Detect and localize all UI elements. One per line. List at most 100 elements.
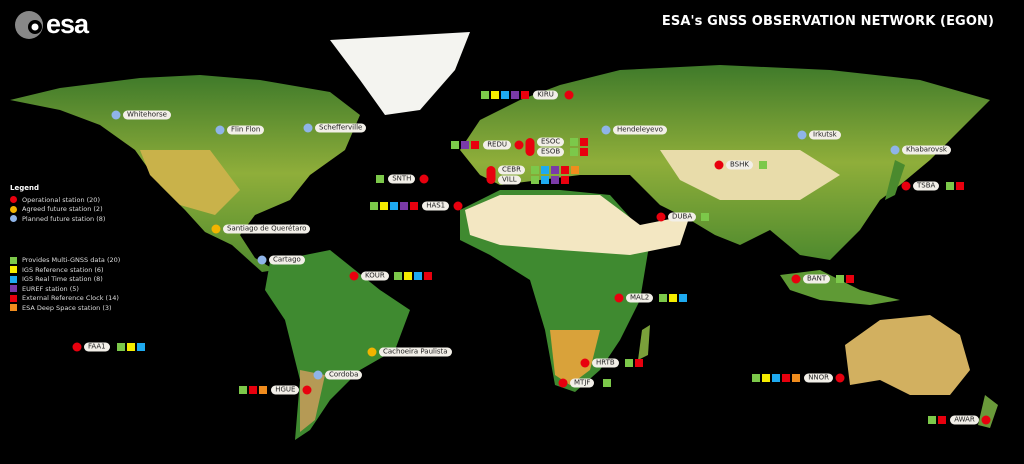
clock-service-square-icon bbox=[410, 202, 419, 210]
station-label-bant[interactable]: BANT bbox=[803, 274, 831, 284]
clock-service-square-icon bbox=[471, 141, 480, 149]
operational-station-dot-icon[interactable] bbox=[580, 358, 590, 368]
igsrt-service-square-icon bbox=[772, 374, 781, 382]
planned-station-dot-icon[interactable] bbox=[797, 130, 807, 140]
station-label-redu[interactable]: REDU bbox=[483, 140, 511, 150]
operational-station-dot-icon[interactable] bbox=[835, 373, 845, 383]
station-label-esoc[interactable]: ESOC bbox=[537, 137, 565, 147]
station-label-kour[interactable]: KOUR bbox=[361, 271, 389, 281]
operational-station-dot-icon[interactable] bbox=[349, 271, 359, 281]
legend-item-mgnss: Provides Multi-GNSS data (20) bbox=[10, 256, 120, 266]
planned-station-dot-icon[interactable] bbox=[313, 370, 323, 380]
station-label-cebr[interactable]: CEBR bbox=[498, 165, 525, 175]
operational-station-dot-icon[interactable] bbox=[453, 201, 463, 211]
operational-dot-icon bbox=[10, 196, 17, 204]
esa-logo: esa bbox=[14, 9, 89, 40]
mgnss-service-square-icon bbox=[752, 374, 761, 382]
mgnss-service-square-icon bbox=[451, 141, 460, 149]
operational-station-dot-icon[interactable] bbox=[564, 90, 574, 100]
station-label-irkutsk[interactable]: Irkutsk bbox=[809, 130, 841, 140]
station-label-santiago-de-quer-taro[interactable]: Santiago de Querétaro bbox=[223, 224, 311, 234]
station-label-hendeleyevo[interactable]: Hendeleyevo bbox=[613, 125, 667, 135]
planned-station-dot-icon[interactable] bbox=[601, 125, 611, 135]
esa-globe-icon bbox=[15, 10, 43, 39]
igs-service-square-icon bbox=[668, 294, 677, 302]
operational-station-dot-icon[interactable] bbox=[714, 160, 724, 170]
deep-service-square-icon bbox=[259, 386, 268, 394]
station-label-schefferville[interactable]: Schefferville bbox=[315, 123, 367, 133]
igsrt-service-square-icon bbox=[678, 294, 687, 302]
legend-label: EUREF station (5) bbox=[22, 284, 79, 293]
station-label-cartago[interactable]: Cartago bbox=[269, 255, 305, 265]
operational-station-dot-icon[interactable] bbox=[302, 385, 312, 395]
sahara bbox=[465, 195, 690, 255]
agreed-station-dot-icon[interactable] bbox=[367, 347, 377, 357]
station-label-mtjf[interactable]: MTJF bbox=[570, 378, 595, 388]
operational-station-dot-icon[interactable] bbox=[656, 212, 666, 222]
station-label-cachoeira-paulista[interactable]: Cachoeira Paulista bbox=[379, 347, 452, 357]
legend-item-euref: EUREF station (5) bbox=[10, 284, 120, 294]
operational-station-dot-icon[interactable] bbox=[558, 378, 568, 388]
euref-service-square-icon bbox=[550, 166, 559, 174]
planned-station-dot-icon[interactable] bbox=[257, 255, 267, 265]
legend-label: ESA Deep Space station (3) bbox=[22, 303, 112, 312]
station-label-hrtb[interactable]: HRTB bbox=[592, 358, 619, 368]
operational-station-dot-icon[interactable] bbox=[72, 342, 82, 352]
euref-service-square-icon bbox=[550, 176, 559, 184]
planned-dot-icon bbox=[10, 215, 17, 223]
clock-square-icon bbox=[10, 294, 17, 302]
station-label-cordoba[interactable]: Cordoba bbox=[325, 370, 363, 380]
station-label-has1[interactable]: HAS1 bbox=[422, 201, 450, 211]
planned-station-dot-icon[interactable] bbox=[303, 123, 313, 133]
igs-service-square-icon bbox=[380, 202, 389, 210]
legend-item-igsrt: IGS Real Time station (8) bbox=[10, 275, 120, 285]
legend-label: Agreed future station (2) bbox=[22, 205, 103, 214]
station-label-awar[interactable]: AWAR bbox=[950, 415, 979, 425]
planned-station-dot-icon[interactable] bbox=[215, 125, 225, 135]
operational-station-dot-icon[interactable] bbox=[981, 415, 991, 425]
mgnss-service-square-icon bbox=[569, 138, 578, 146]
station-label-hgue[interactable]: HGUE bbox=[271, 385, 300, 395]
clock-service-square-icon bbox=[579, 138, 588, 146]
station-label-nnor[interactable]: NNOR bbox=[804, 373, 834, 383]
clock-service-square-icon bbox=[634, 359, 643, 367]
legend-item-planned: Planned future station (8) bbox=[10, 214, 120, 224]
legend-label: Planned future station (8) bbox=[22, 214, 106, 223]
operational-station-dot-icon[interactable] bbox=[525, 138, 535, 156]
station-label-mal2[interactable]: MAL2 bbox=[626, 293, 654, 303]
mgnss-service-square-icon bbox=[116, 343, 125, 351]
station-label-vill[interactable]: VILL bbox=[498, 175, 521, 185]
legend-item-deep: ESA Deep Space station (3) bbox=[10, 303, 120, 313]
mgnss-service-square-icon bbox=[376, 175, 385, 183]
station-label-whitehorse[interactable]: Whitehorse bbox=[123, 110, 171, 120]
igsrt-service-square-icon bbox=[413, 272, 422, 280]
planned-station-dot-icon[interactable] bbox=[111, 110, 121, 120]
operational-station-dot-icon[interactable] bbox=[419, 174, 429, 184]
station-label-esob[interactable]: ESOB bbox=[537, 147, 565, 157]
mgnss-square-icon bbox=[10, 256, 17, 264]
station-label-duba[interactable]: DUBA bbox=[668, 212, 697, 222]
operational-station-dot-icon[interactable] bbox=[614, 293, 624, 303]
mgnss-service-square-icon bbox=[928, 416, 937, 424]
agreed-station-dot-icon[interactable] bbox=[211, 224, 221, 234]
clock-service-square-icon bbox=[423, 272, 432, 280]
clock-service-square-icon bbox=[955, 182, 964, 190]
legend-title: Legend bbox=[10, 184, 39, 192]
operational-station-dot-icon[interactable] bbox=[486, 166, 496, 184]
igsrt-service-square-icon bbox=[540, 166, 549, 174]
operational-station-dot-icon[interactable] bbox=[901, 181, 911, 191]
clock-service-square-icon bbox=[560, 166, 569, 174]
operational-station-dot-icon[interactable] bbox=[791, 274, 801, 284]
planned-station-dot-icon[interactable] bbox=[890, 145, 900, 155]
operational-station-dot-icon[interactable] bbox=[514, 140, 524, 150]
station-label-tsba[interactable]: TSBA bbox=[913, 181, 940, 191]
station-label-bshk[interactable]: BSHK bbox=[726, 160, 753, 170]
station-label-kiru[interactable]: KIRU bbox=[533, 90, 558, 100]
igsrt-service-square-icon bbox=[390, 202, 399, 210]
station-label-snth[interactable]: SNTH bbox=[388, 174, 416, 184]
south-america bbox=[265, 250, 410, 440]
mgnss-service-square-icon bbox=[481, 91, 490, 99]
station-label-flin-flon[interactable]: Flin Flon bbox=[227, 125, 265, 135]
station-label-khabarovsk[interactable]: Khabarovsk bbox=[902, 145, 951, 155]
station-label-faa1[interactable]: FAA1 bbox=[84, 342, 110, 352]
